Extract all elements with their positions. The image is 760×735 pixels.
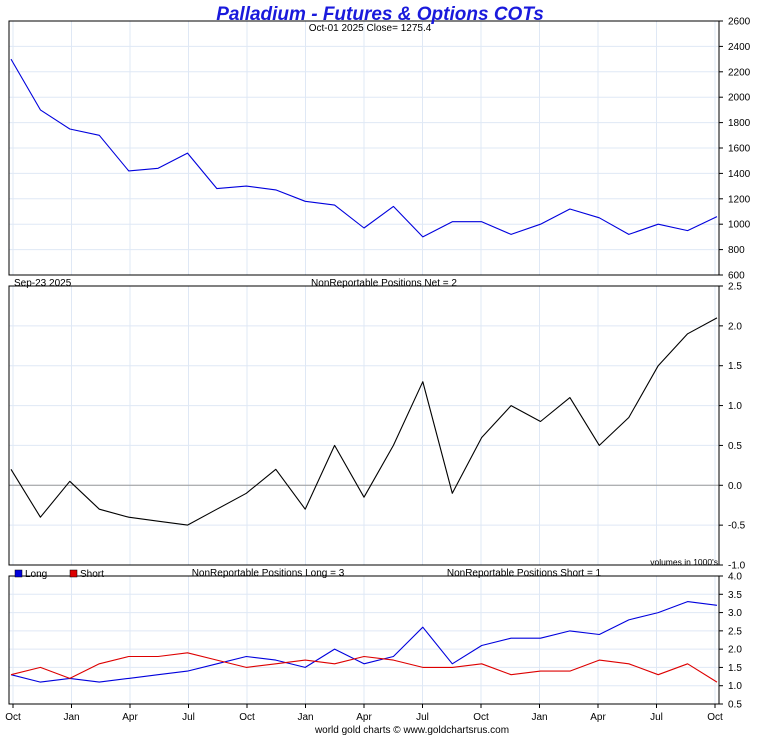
legend-short-label: Short bbox=[80, 569, 104, 580]
y-tick-label-p3-2: 1.5 bbox=[728, 663, 742, 674]
y-tick-label-p1-2: 1000 bbox=[728, 220, 751, 231]
x-tick-label-5: Jan bbox=[297, 712, 313, 723]
panel-frame-2 bbox=[8, 285, 720, 566]
panel2-volume-note: volumes in 1000's bbox=[650, 557, 718, 567]
y-tick-label-p1-5: 1600 bbox=[728, 144, 751, 155]
tick-layer: 600 800 1000 1200 1400 1600 1800 2000 2200 2400 26… bbox=[5, 17, 750, 724]
x-tick-label-7: Jul bbox=[416, 712, 429, 723]
y-tick-label-p3-0: 0.5 bbox=[728, 700, 742, 711]
x-tick-label-12: Oct bbox=[707, 712, 723, 723]
y-tick-label-p3-4: 2.5 bbox=[728, 626, 742, 637]
y-tick-label-p3-1: 1.0 bbox=[728, 681, 742, 692]
y-tick-label-p2-5: 1.5 bbox=[728, 361, 742, 372]
x-tick-label-9: Jan bbox=[531, 712, 547, 723]
series-line-p3-long bbox=[10, 601, 718, 683]
series-line-p3-short bbox=[10, 652, 718, 683]
y-tick-label-p1-10: 2600 bbox=[728, 17, 751, 28]
series-line-p2-0 bbox=[10, 317, 718, 526]
x-tick-label-0: Oct bbox=[5, 712, 21, 723]
x-tick-label-8: Oct bbox=[473, 712, 489, 723]
x-tick-label-2: Apr bbox=[122, 712, 138, 723]
y-tick-label-p1-6: 1800 bbox=[728, 118, 751, 129]
y-tick-label-p3-5: 3.0 bbox=[728, 608, 742, 619]
x-tick-label-10: Apr bbox=[590, 712, 606, 723]
series-line-p1-0 bbox=[10, 58, 718, 238]
x-tick-label-6: Apr bbox=[356, 712, 372, 723]
y-tick-label-p1-8: 2200 bbox=[728, 67, 751, 78]
y-tick-label-p2-7: 2.5 bbox=[728, 282, 742, 293]
footer-credit: world gold charts © www.goldchartsrus.co… bbox=[314, 725, 509, 735]
y-tick-label-p3-7: 4.0 bbox=[728, 572, 742, 583]
x-tick-label-4: Oct bbox=[239, 712, 255, 723]
y-tick-label-p2-0: -1.0 bbox=[728, 561, 746, 572]
y-tick-label-p2-6: 2.0 bbox=[728, 321, 742, 332]
chart-title: Palladium - Futures & Options COTs bbox=[216, 4, 544, 25]
x-tick-label-11: Jul bbox=[650, 712, 663, 723]
y-tick-label-p2-1: -0.5 bbox=[728, 521, 746, 532]
x-tick-label-3: Jul bbox=[182, 712, 195, 723]
y-tick-label-p2-2: 0.0 bbox=[728, 481, 742, 492]
y-tick-label-p3-6: 3.5 bbox=[728, 590, 742, 601]
y-tick-label-p1-9: 2400 bbox=[728, 42, 751, 53]
y-tick-label-p1-4: 1400 bbox=[728, 169, 751, 180]
series-layer bbox=[10, 58, 718, 683]
panel2-date-text: Sep-23 2025 bbox=[14, 278, 72, 289]
y-tick-label-p1-0: 600 bbox=[728, 271, 745, 282]
panel3-short-title: NonReportable Positions Short = 1 bbox=[447, 568, 602, 579]
legend-short-swatch bbox=[69, 569, 78, 578]
legend-long-swatch bbox=[14, 569, 23, 578]
y-tick-label-p3-3: 2.0 bbox=[728, 645, 742, 656]
panel2-title-text: NonReportable Positions Net = 2 bbox=[311, 278, 457, 289]
x-tick-label-1: Jan bbox=[63, 712, 79, 723]
panel1-info-text: Oct-01 2025 Close= 1275.4 bbox=[309, 23, 432, 34]
y-tick-label-p1-3: 1200 bbox=[728, 194, 751, 205]
y-tick-label-p1-1: 800 bbox=[728, 245, 745, 256]
panel3-long-title: NonReportable Positions Long = 3 bbox=[192, 568, 345, 579]
y-tick-label-p1-7: 2000 bbox=[728, 93, 751, 104]
legend-long-label: Long bbox=[25, 569, 47, 580]
y-tick-label-p2-4: 1.0 bbox=[728, 401, 742, 412]
y-tick-label-p2-3: 0.5 bbox=[728, 441, 742, 452]
